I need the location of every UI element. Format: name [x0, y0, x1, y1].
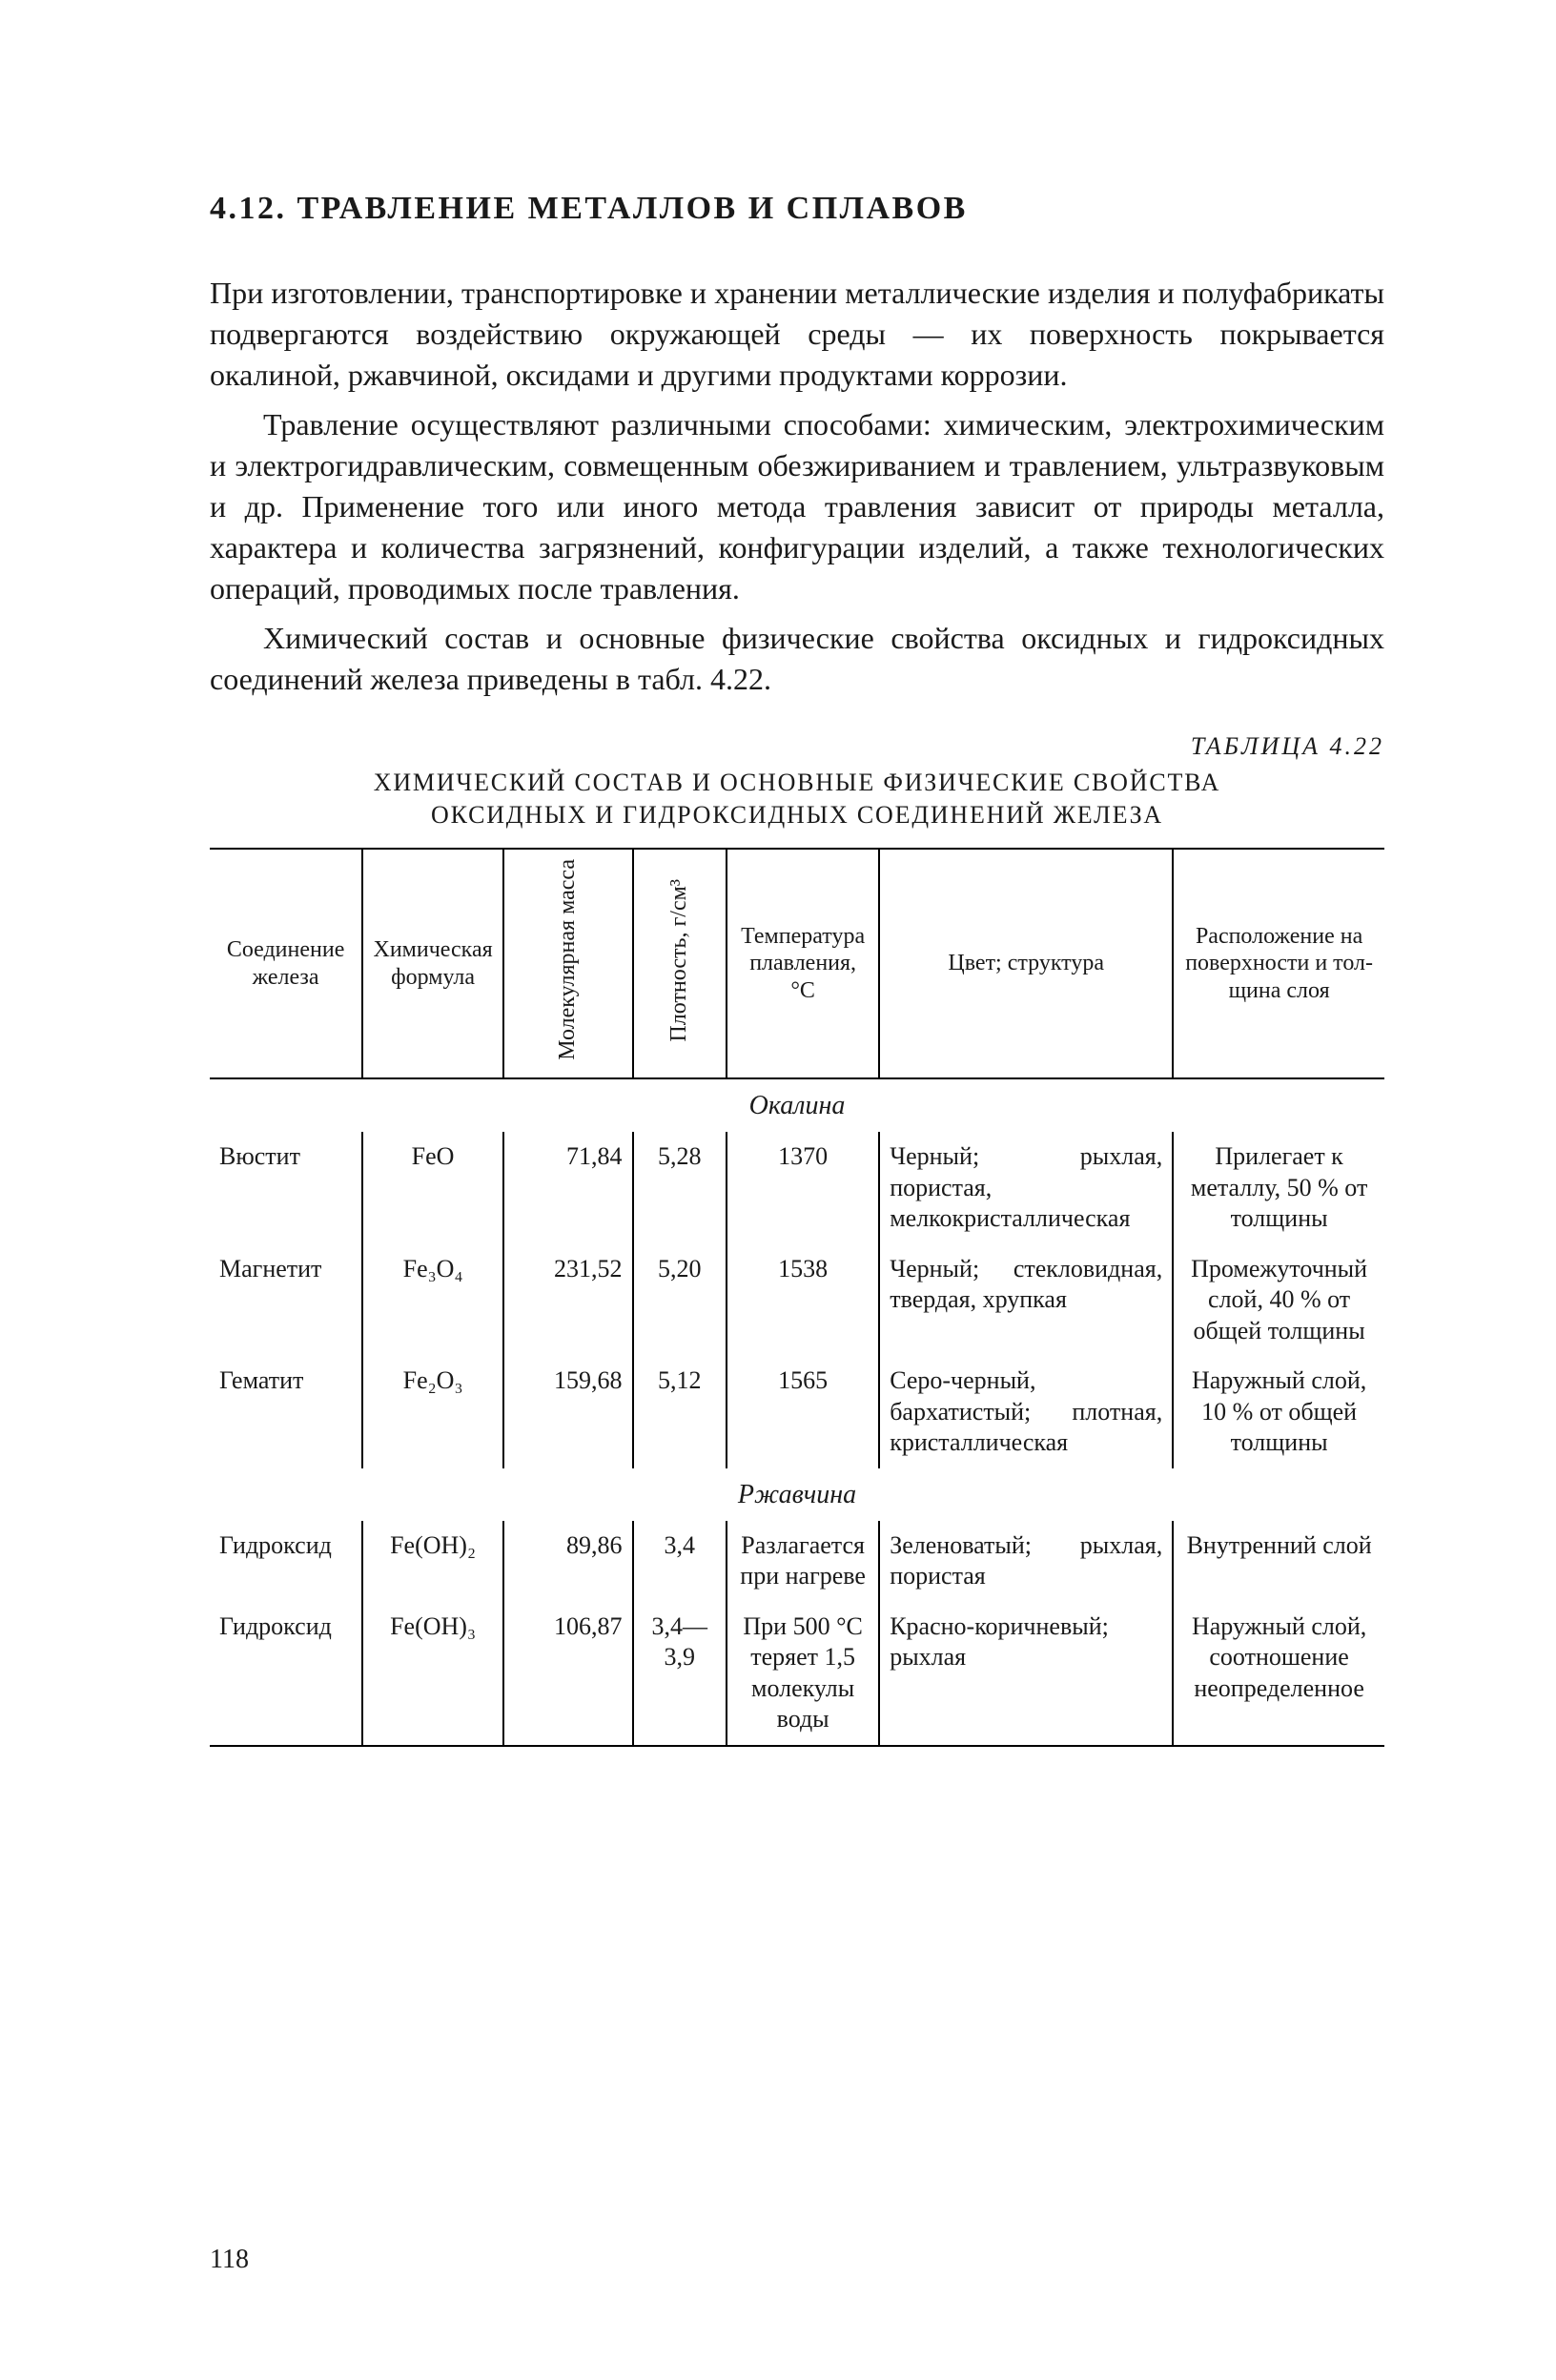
- cell-density: 5,12: [633, 1356, 727, 1468]
- table-title-line2: ОКСИДНЫХ И ГИДРОКСИДНЫХ СОЕДИНЕНИЙ ЖЕЛЕЗ…: [431, 801, 1163, 829]
- cell-mass: 159,68: [503, 1356, 633, 1468]
- table-caption: ТАБЛИЦА 4.22: [210, 732, 1384, 761]
- cell-density: 3,4: [633, 1521, 727, 1602]
- paragraph-2: Травление осуществляют различными способ…: [210, 404, 1384, 610]
- cell-name: Гематит: [210, 1356, 362, 1468]
- col-molmass-label: Молеку­лярная масса: [555, 859, 582, 1060]
- table-row: Магне­тит Fe₃O₄ 231,52 5,20 1538 Черный;…: [210, 1244, 1384, 1357]
- cell-struct: Красно-коричне­вый; рыхлая: [879, 1602, 1173, 1746]
- cell-loc: Наружный слой, 10 % от общей толщины: [1173, 1356, 1384, 1468]
- cell-struct: Серо-черный, бархатистый; плотная, кри­с…: [879, 1356, 1173, 1468]
- group-title-rzhavchina: Ржавчина: [210, 1468, 1384, 1521]
- cell-struct: Зеленоватый; рыхлая, пори­стая: [879, 1521, 1173, 1602]
- paragraph-1: При изготовлении, транспортировке и хран…: [210, 273, 1384, 397]
- cell-mass: 231,52: [503, 1244, 633, 1357]
- table-title-line1: ХИМИЧЕСКИЙ СОСТАВ И ОСНОВНЫЕ ФИЗИЧЕСКИЕ …: [374, 769, 1220, 796]
- col-location: Расположение на поверх­ности и тол­щина …: [1173, 849, 1384, 1078]
- cell-name: Вюстит: [210, 1132, 362, 1244]
- col-temp: Темпе­ратура плавле­ния, °С: [727, 849, 879, 1078]
- col-density: Плот­ность, г/см³: [633, 849, 727, 1078]
- table-row: Гидро­ксид Fe(OH)₂ 89,86 3,4 Разла­гаетс…: [210, 1521, 1384, 1602]
- paragraph-3: Химический состав и основные физические …: [210, 618, 1384, 700]
- cell-name: Гидро­ксид: [210, 1521, 362, 1602]
- table-row: Вюстит FeO 71,84 5,28 1370 Черный; рых­л…: [210, 1132, 1384, 1244]
- table-header-row: Соеди­нение железа Хими­ческая формула М…: [210, 849, 1384, 1078]
- page: 4.12. ТРАВЛЕНИЕ МЕТАЛЛОВ И СПЛАВОВ При и…: [0, 0, 1556, 2380]
- cell-loc: Прилегает к металлу, 50 % от толщины: [1173, 1132, 1384, 1244]
- cell-temp: 1565: [727, 1356, 879, 1468]
- section-number: 4.12.: [210, 191, 287, 226]
- cell-name: Гидро­ксид: [210, 1602, 362, 1746]
- cell-struct: Черный; рых­лая, пористая, мелкокристалл…: [879, 1132, 1173, 1244]
- group-row-rzhavchina: Ржавчина: [210, 1468, 1384, 1521]
- section-title-text: ТРАВЛЕНИЕ МЕТАЛЛОВ И СПЛАВОВ: [297, 191, 968, 226]
- cell-loc: Внутренний слой: [1173, 1521, 1384, 1602]
- cell-formula: Fe(OH)₂: [362, 1521, 503, 1602]
- cell-mass: 89,86: [503, 1521, 633, 1602]
- cell-density: 5,20: [633, 1244, 727, 1357]
- table-title: ХИМИЧЕСКИЙ СОСТАВ И ОСНОВНЫЕ ФИЗИЧЕСКИЕ …: [210, 767, 1384, 831]
- col-density-label: Плот­ность, г/см³: [666, 879, 693, 1042]
- cell-density: 5,28: [633, 1132, 727, 1244]
- cell-temp: 1370: [727, 1132, 879, 1244]
- col-structure: Цвет; структура: [879, 849, 1173, 1078]
- cell-loc: Наружный слой, соотно­шение неопре­делен…: [1173, 1602, 1384, 1746]
- cell-temp: 1538: [727, 1244, 879, 1357]
- section-heading: 4.12. ТРАВЛЕНИЕ МЕТАЛЛОВ И СПЛАВОВ: [210, 191, 1384, 227]
- cell-name: Магне­тит: [210, 1244, 362, 1357]
- cell-mass: 106,87: [503, 1602, 633, 1746]
- col-compound: Соеди­нение железа: [210, 849, 362, 1078]
- cell-formula: Fe₂O₃: [362, 1356, 503, 1468]
- cell-struct: Черный; стекло­видная, твердая, хрупкая: [879, 1244, 1173, 1357]
- col-formula: Хими­ческая формула: [362, 849, 503, 1078]
- cell-temp: При 500 °С теряет 1,5 мо­лекулы воды: [727, 1602, 879, 1746]
- page-number: 118: [210, 2245, 249, 2275]
- cell-temp: Разла­гается при на­греве: [727, 1521, 879, 1602]
- col-molmass: Молеку­лярная масса: [503, 849, 633, 1078]
- cell-formula: FeO: [362, 1132, 503, 1244]
- properties-table: Соеди­нение железа Хими­ческая формула М…: [210, 848, 1384, 1746]
- cell-formula: Fe₃O₄: [362, 1244, 503, 1357]
- table-row: Гематит Fe₂O₃ 159,68 5,12 1565 Серо-черн…: [210, 1356, 1384, 1468]
- cell-mass: 71,84: [503, 1132, 633, 1244]
- cell-formula: Fe(OH)₃: [362, 1602, 503, 1746]
- group-row-okalina: Окалина: [210, 1078, 1384, 1132]
- cell-density: 3,4—3,9: [633, 1602, 727, 1746]
- table-row: Гидро­ксид Fe(OH)₃ 106,87 3,4—3,9 При 50…: [210, 1602, 1384, 1746]
- cell-loc: Промежуточ­ный слой, 40 % от общей толщи…: [1173, 1244, 1384, 1357]
- group-title-okalina: Окалина: [210, 1078, 1384, 1132]
